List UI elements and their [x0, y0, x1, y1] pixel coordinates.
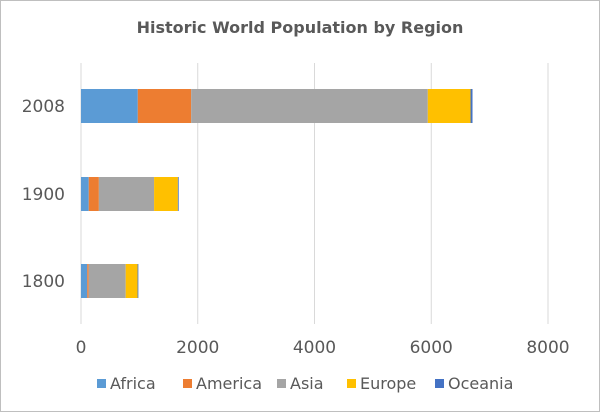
- y-tick-labels: 2008 1900 1800: [22, 97, 65, 292]
- y-tick-label-2008: 2008: [22, 97, 65, 117]
- x-tick-label-3: 6000: [410, 338, 453, 358]
- x-tick-label-0: 0: [76, 338, 87, 358]
- bar-2008-africa: [81, 89, 138, 123]
- legend-swatch-asia: [277, 379, 286, 388]
- x-tick-label-1: 2000: [176, 338, 219, 358]
- bars: [81, 89, 473, 298]
- legend-swatch-africa: [97, 379, 106, 388]
- bar-2008-oceania: [470, 89, 473, 123]
- bar-1900-asia: [98, 177, 155, 211]
- legend-label-asia: Asia: [290, 374, 324, 393]
- bar-2008-europe: [427, 89, 471, 123]
- bar-1900-europe: [154, 177, 178, 211]
- legend-label-europe: Europe: [360, 374, 416, 393]
- legend-label-oceania: Oceania: [448, 374, 513, 393]
- bar-1800-asia: [88, 264, 126, 298]
- bar-1800-europe: [125, 264, 138, 298]
- legend-swatch-oceania: [435, 379, 444, 388]
- bar-1800-africa: [81, 264, 88, 298]
- y-tick-label-1900: 1900: [22, 185, 65, 205]
- bar-1900-america: [88, 177, 99, 211]
- bar-1900-africa: [81, 177, 89, 211]
- x-tick-labels: 0 2000 4000 6000 8000: [76, 338, 570, 358]
- x-tick-label-2: 4000: [293, 338, 336, 358]
- legend-swatch-europe: [347, 379, 356, 388]
- bar-1900-oceania: [177, 177, 179, 211]
- legend-swatch-america: [183, 379, 192, 388]
- chart-title: Historic World Population by Region: [137, 18, 464, 37]
- legend: Africa America Asia Europe Oceania: [97, 374, 513, 393]
- bar-1800-america: [87, 264, 89, 298]
- y-tick-label-1800: 1800: [22, 272, 65, 292]
- legend-label-america: America: [196, 374, 262, 393]
- bar-2008-asia: [191, 89, 428, 123]
- bar-1800-oceania: [137, 264, 139, 298]
- legend-label-africa: Africa: [110, 374, 156, 393]
- bar-2008-america: [137, 89, 192, 123]
- x-tick-label-4: 8000: [526, 338, 569, 358]
